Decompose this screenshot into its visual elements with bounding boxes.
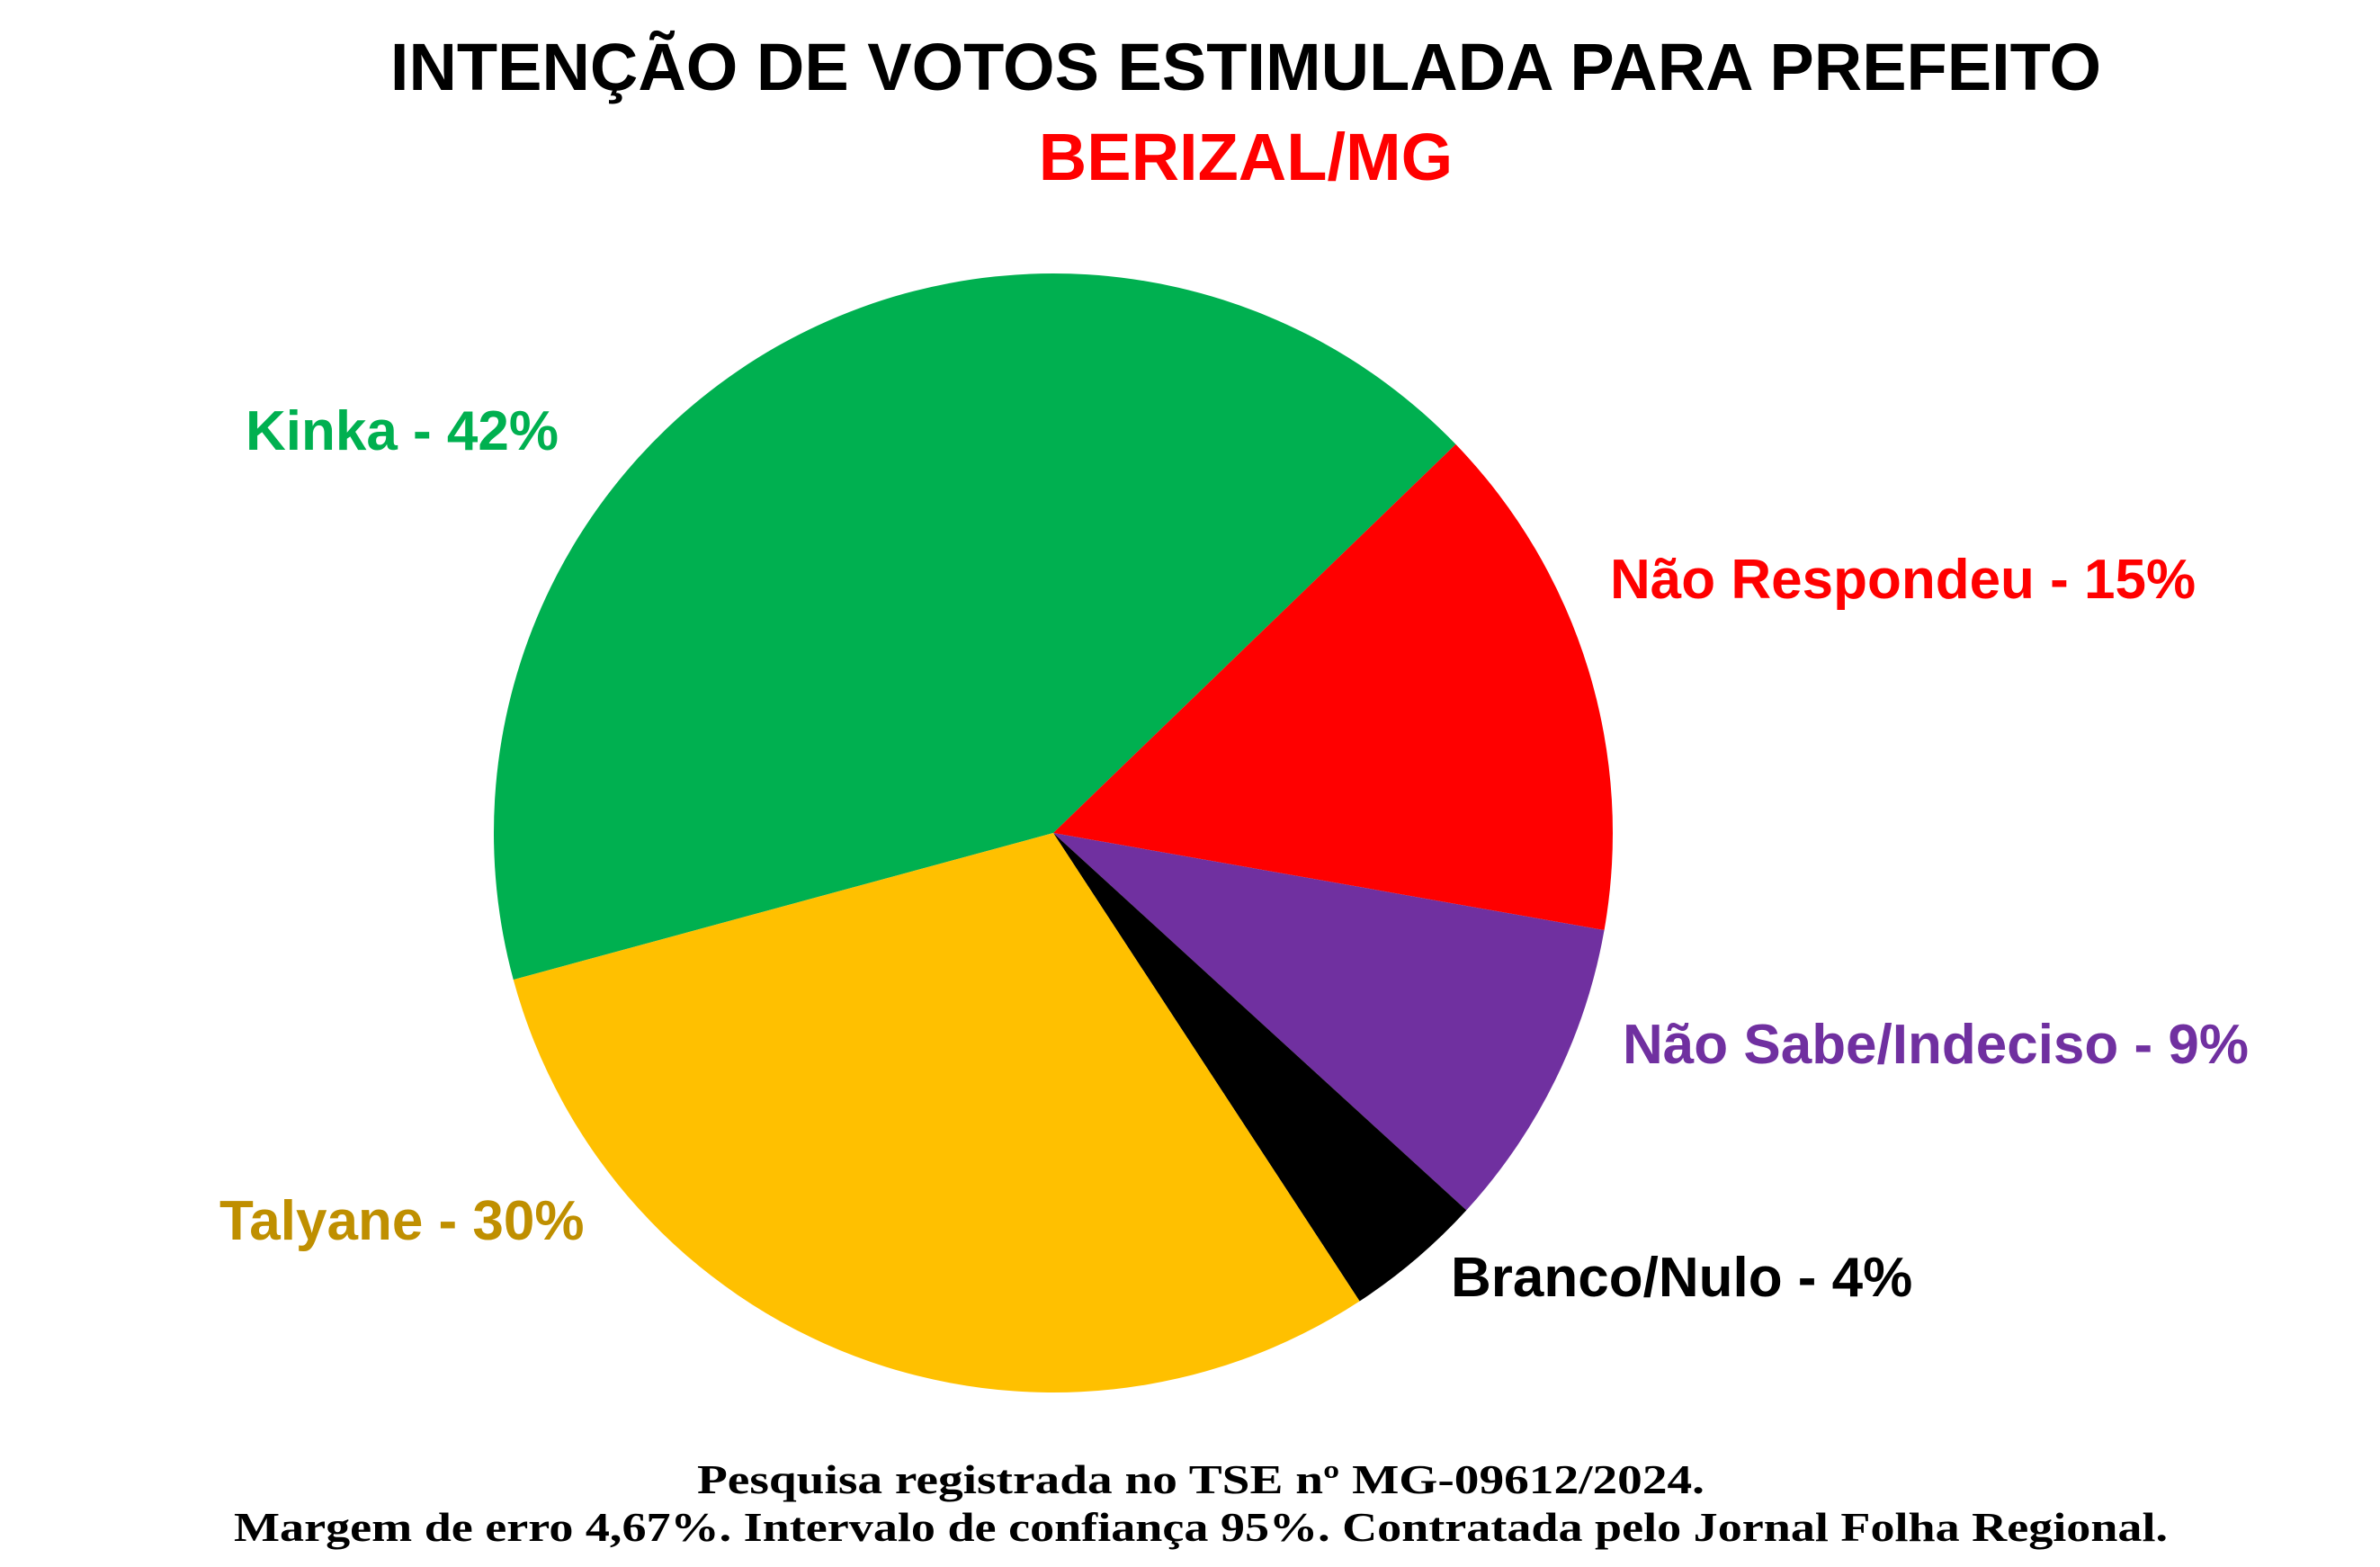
chart-subtitle: BERIZAL/MG: [1039, 120, 1453, 194]
pie-slice: [494, 273, 1456, 980]
pie-slice: [1053, 833, 1605, 1211]
slice-label: Kinka - 42%: [246, 400, 559, 462]
note: Margem de erro 4,67%. Intervalo de confi…: [234, 1504, 2168, 1550]
pie-slice: [1053, 443, 1613, 931]
slice-label: Branco/Nulo - 4%: [1451, 1247, 1912, 1309]
pie-slice: [513, 833, 1360, 1392]
slice-label: Não Respondeu - 15%: [1610, 549, 2196, 611]
chart-title: INTENÇÃO DE VOTOS ESTIMULADA PARA PREFEI…: [390, 30, 2101, 104]
slice-label: Não Sabe/Indeciso - 9%: [1623, 1014, 2249, 1076]
slice-label: Talyane - 30%: [219, 1190, 584, 1252]
pie-slice: [1053, 833, 1467, 1302]
note: Pesquisa registrada no TSE nº MG-09612/2…: [697, 1456, 1704, 1502]
